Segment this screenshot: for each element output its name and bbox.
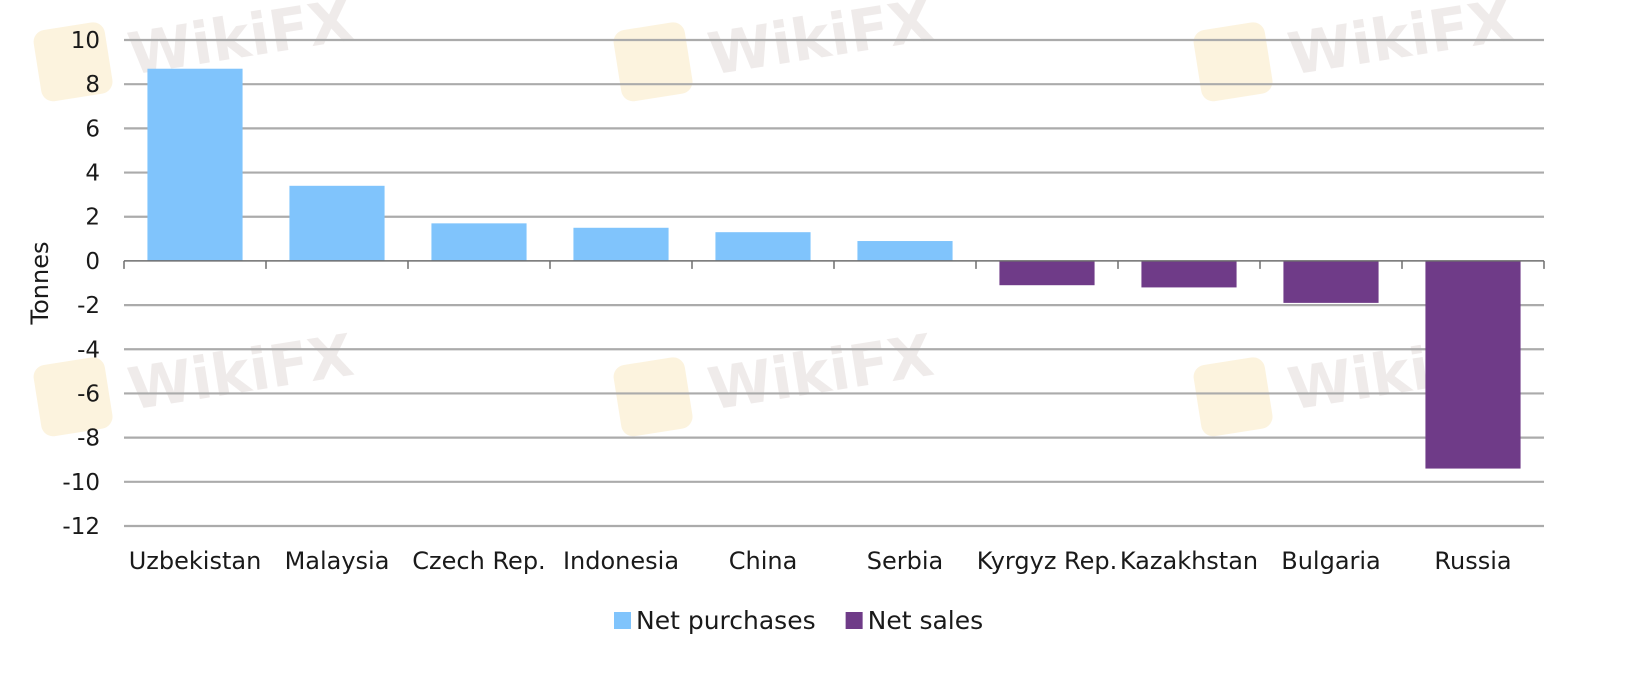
legend-item: Net purchases xyxy=(614,606,816,635)
x-category-label: China xyxy=(729,547,798,575)
y-tick-label: -2 xyxy=(77,293,100,319)
bar-malaysia xyxy=(289,185,385,261)
bar-czech-rep xyxy=(431,223,527,261)
bar-serbia xyxy=(857,241,953,261)
watermark: WikiFX xyxy=(1193,0,1518,102)
legend-label: Net sales xyxy=(868,606,984,635)
watermark-logo-icon xyxy=(33,357,113,437)
y-tick-label: -4 xyxy=(77,337,100,363)
y-axis-title: Tonnes xyxy=(26,242,54,326)
watermark: WikiFX xyxy=(33,321,358,437)
watermark-logo-icon xyxy=(1193,357,1273,437)
watermark-logo-icon xyxy=(613,357,693,437)
x-axis xyxy=(123,260,1545,269)
bar-bulgaria xyxy=(1283,260,1379,303)
y-tick-label: 0 xyxy=(85,249,100,275)
watermark-text: WikiFX xyxy=(1283,0,1518,89)
legend: Net purchases Net sales xyxy=(614,606,983,635)
watermark-text: WikiFX xyxy=(703,321,938,424)
legend-label: Net purchases xyxy=(636,606,816,635)
y-tick-label: -10 xyxy=(62,470,100,496)
bar-uzbekistan xyxy=(147,68,243,261)
y-tick-label: 8 xyxy=(85,72,100,98)
x-category-label: Czech Rep. xyxy=(412,547,545,575)
legend-item: Net sales xyxy=(845,606,984,635)
x-category-label: Kazakhstan xyxy=(1120,547,1258,575)
watermark-logo-icon xyxy=(1193,22,1273,102)
y-tick-label: 4 xyxy=(85,161,100,187)
y-tick-label: -12 xyxy=(62,514,100,540)
bar-kyrgyz-rep xyxy=(999,260,1095,286)
bar-china xyxy=(715,232,811,261)
y-tick-label: 2 xyxy=(85,205,100,231)
watermark-text: WikiFX xyxy=(703,0,938,89)
y-tick-label: -6 xyxy=(77,381,100,407)
x-category-label: Bulgaria xyxy=(1281,547,1381,575)
x-category-label: Russia xyxy=(1434,547,1511,575)
x-category-label: Malaysia xyxy=(285,547,390,575)
legend-swatch xyxy=(614,612,631,629)
x-category-label: Kyrgyz Rep. xyxy=(977,547,1118,575)
y-tick-label: 6 xyxy=(85,116,100,142)
x-category-label: Serbia xyxy=(867,547,943,575)
watermark-logo-icon xyxy=(613,22,693,102)
bars xyxy=(147,68,1521,469)
legend-swatch xyxy=(845,612,863,629)
bar-kazakhstan xyxy=(1141,260,1237,288)
watermark-text: WikiFX xyxy=(123,321,358,424)
y-tick-label: 10 xyxy=(71,28,100,54)
x-category-labels: Uzbekistan Malaysia Czech Rep. Indonesia Chi… xyxy=(129,547,1512,575)
x-category-label: Indonesia xyxy=(563,547,679,575)
watermark: WikiFX xyxy=(613,0,938,102)
bar-russia xyxy=(1425,260,1521,469)
bar-indonesia xyxy=(573,227,669,261)
x-category-label: Uzbekistan xyxy=(129,547,262,575)
watermark-logo-icon xyxy=(33,22,113,102)
y-tick-labels: 10 8 6 4 2 0 -2 -4 -6 -8 -10 -12 xyxy=(62,28,100,540)
y-tick-label: -8 xyxy=(77,426,100,452)
watermark: WikiFX xyxy=(613,321,938,437)
